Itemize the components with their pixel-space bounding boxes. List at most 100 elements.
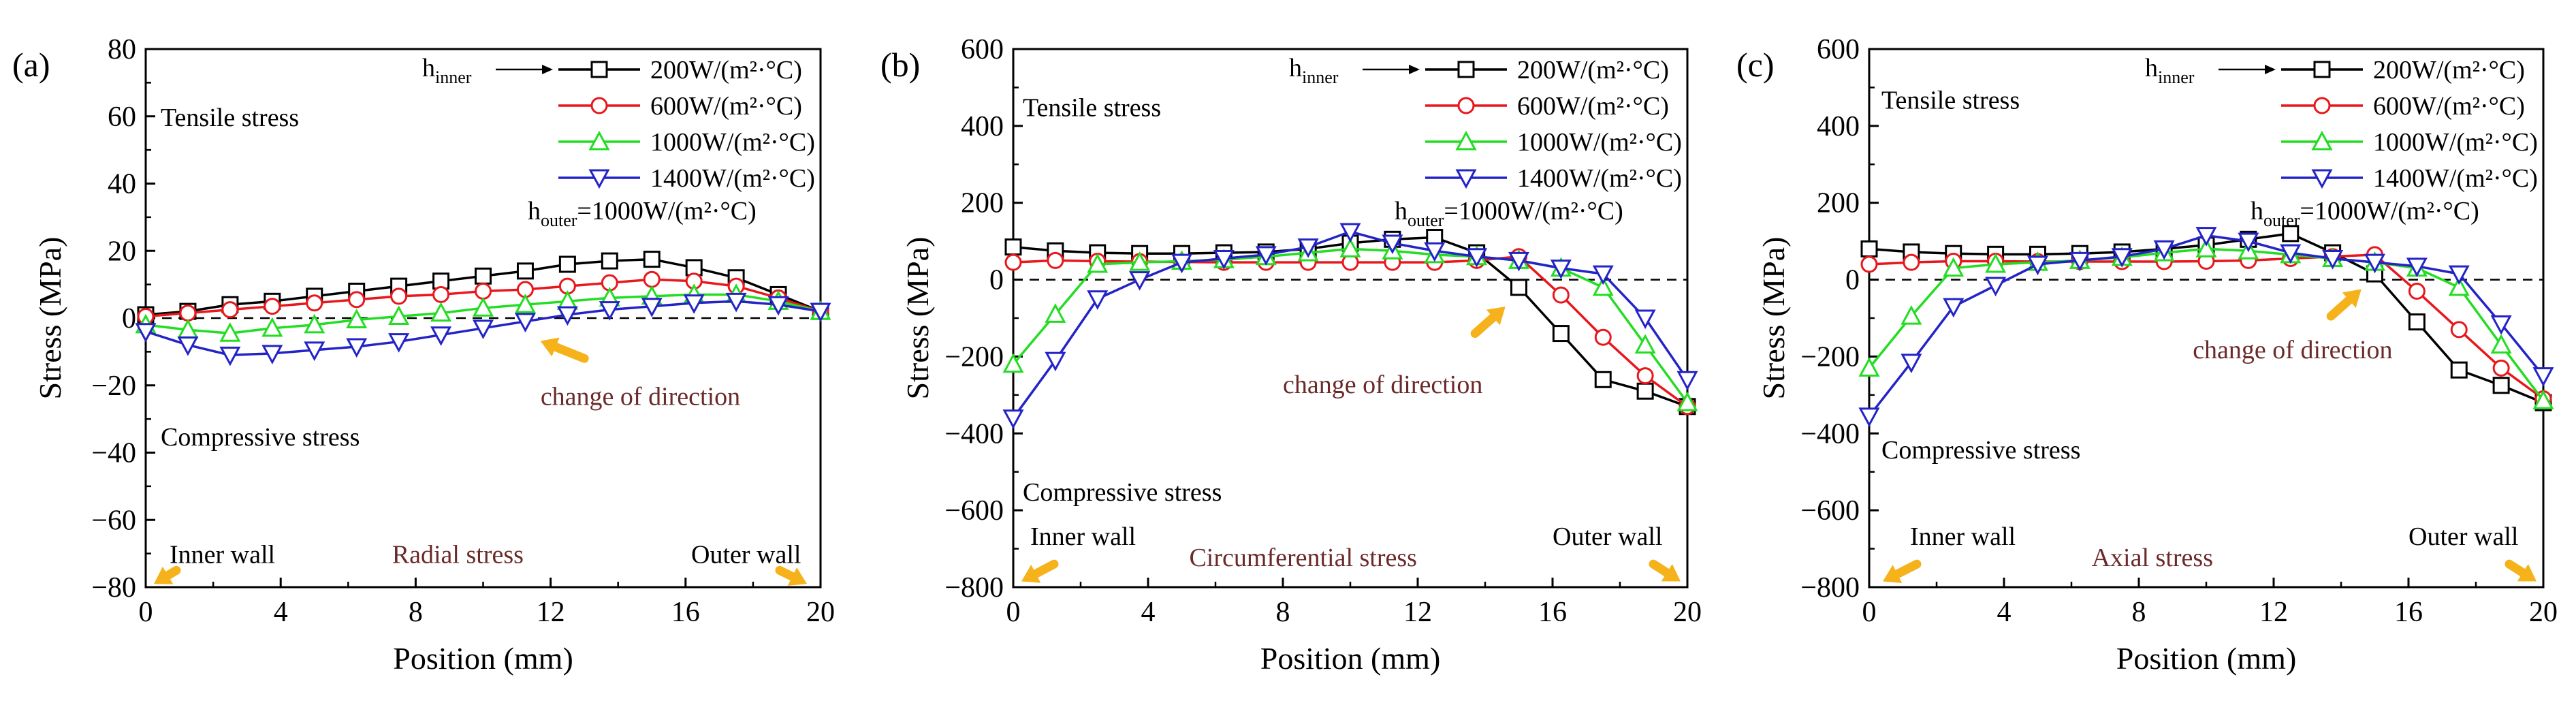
data-point <box>304 341 325 362</box>
arrow-head <box>787 567 807 586</box>
data-point <box>1901 354 1922 374</box>
arrow-shaft <box>1470 313 1498 339</box>
annotations: Tensile stress Compressive stress change o… <box>1881 86 2537 584</box>
y-axis-label: Stress (MPa) <box>33 237 67 400</box>
h-subscript: outer <box>2263 210 2300 230</box>
data-point <box>1550 260 1572 279</box>
data-point <box>1552 286 1570 304</box>
x-tick-label: 20 <box>806 597 835 628</box>
data-point <box>1129 271 1151 291</box>
h-inner-arrow-head <box>2265 65 2276 74</box>
data-point <box>1424 242 1446 262</box>
data-point <box>430 326 452 346</box>
data-point <box>1636 367 1654 385</box>
data-point <box>601 252 618 270</box>
data-point <box>2406 257 2428 277</box>
stress-type-label: Radial stress <box>392 541 524 569</box>
series-1400 <box>135 292 831 366</box>
data-point <box>1297 238 1319 258</box>
data-point <box>1047 251 1064 269</box>
legend-h-inner: hinner <box>1289 54 1339 87</box>
h-symbol: h <box>1289 54 1302 82</box>
change-of-direction-label: change of direction <box>1283 371 1482 399</box>
h-subscript: outer <box>541 210 577 230</box>
arrow-shaft <box>1031 559 1059 578</box>
h-symbol: h <box>528 197 541 225</box>
data-point <box>2238 232 2259 253</box>
data-point <box>683 294 705 314</box>
data-point <box>1901 305 1922 325</box>
y-tick-label: −400 <box>944 418 1004 450</box>
y-tick-label: −20 <box>91 371 136 402</box>
y-axis-ticks: −80 −60 −40 −20 0 20 40 60 80 <box>91 34 155 604</box>
y-tick-label: 80 <box>108 34 136 65</box>
data-point <box>1004 253 1022 271</box>
x-axis-ticks: 0 4 8 12 16 20 <box>1006 578 1702 628</box>
x-tick-label: 12 <box>537 597 565 628</box>
y-tick-label: −800 <box>944 572 1004 604</box>
data-point <box>1594 371 1612 388</box>
arrow-shaft <box>2505 559 2528 578</box>
x-tick-label: 12 <box>1403 597 1432 628</box>
legend-h-outer: houter=1000W/(m²·°C) <box>528 197 757 230</box>
x-tick-label: 4 <box>1141 597 1156 628</box>
data-point <box>2450 321 2468 339</box>
panel-label: (a) <box>12 46 50 84</box>
y-tick-label: −600 <box>944 495 1004 527</box>
data-point <box>2364 253 2386 274</box>
data-point <box>2492 359 2510 377</box>
y-axis-ticks: −800 −600 −400 −200 0 200 400 600 <box>944 34 1023 604</box>
legend-h-inner: hinner <box>422 54 472 87</box>
legend-entry: 1400W/(m²·°C) <box>2281 164 2538 193</box>
legend-entry: 1000W/(m²·°C) <box>1425 128 1682 157</box>
data-point <box>1636 382 1654 400</box>
data-point <box>1213 250 1235 270</box>
compressive-stress-label: Compressive stress <box>1881 436 2080 465</box>
legend-marker <box>2311 169 2333 189</box>
data-point <box>1087 290 1109 310</box>
data-point <box>1508 251 1530 272</box>
series-1400 <box>1858 227 2554 428</box>
data-point <box>1860 255 1878 273</box>
data-point <box>2026 255 2049 276</box>
data-point <box>2450 361 2468 379</box>
x-axis-ticks: 0 4 8 12 16 20 <box>139 578 835 628</box>
y-tick-label: 0 <box>1845 265 1860 296</box>
y-tick-label: −800 <box>1800 572 1860 604</box>
data-point <box>1002 409 1024 429</box>
y-tick-label: 600 <box>1817 34 1860 65</box>
y-tick-label: 400 <box>1817 111 1860 142</box>
data-point <box>1510 279 1527 296</box>
y-tick-label: 200 <box>1817 188 1860 219</box>
data-point <box>1466 248 1488 268</box>
legend-marker <box>2313 97 2331 114</box>
data-point <box>179 304 197 322</box>
x-tick-label: 12 <box>2259 597 2288 628</box>
legend-entry: 1400W/(m²·°C) <box>1425 164 1682 193</box>
h-subscript: inner <box>435 67 472 87</box>
y-tick-label: −40 <box>91 438 136 469</box>
data-point <box>558 255 576 273</box>
data-point <box>2490 315 2512 335</box>
data-point <box>1860 240 1878 257</box>
y-tick-label: 40 <box>108 169 136 200</box>
inner-wall-arrow <box>154 565 181 584</box>
data-point <box>475 267 492 285</box>
legend-label: 200W/(m²·°C) <box>2373 56 2525 84</box>
data-point <box>261 317 283 337</box>
data-point <box>643 270 661 288</box>
data-point <box>264 298 281 315</box>
h-symbol: h <box>2145 54 2158 82</box>
arrow-head <box>1883 565 1903 584</box>
x-tick-label: 0 <box>1006 597 1021 628</box>
y-tick-label: −400 <box>1800 418 1860 450</box>
arrow-head <box>154 566 174 584</box>
legend-label: 1000W/(m²·°C) <box>2373 128 2538 157</box>
x-tick-label: 8 <box>1276 597 1290 628</box>
data-point <box>261 345 283 364</box>
data-point <box>2448 265 2470 285</box>
legend-marker <box>590 61 608 78</box>
data-point <box>475 283 492 300</box>
data-point <box>346 309 368 328</box>
